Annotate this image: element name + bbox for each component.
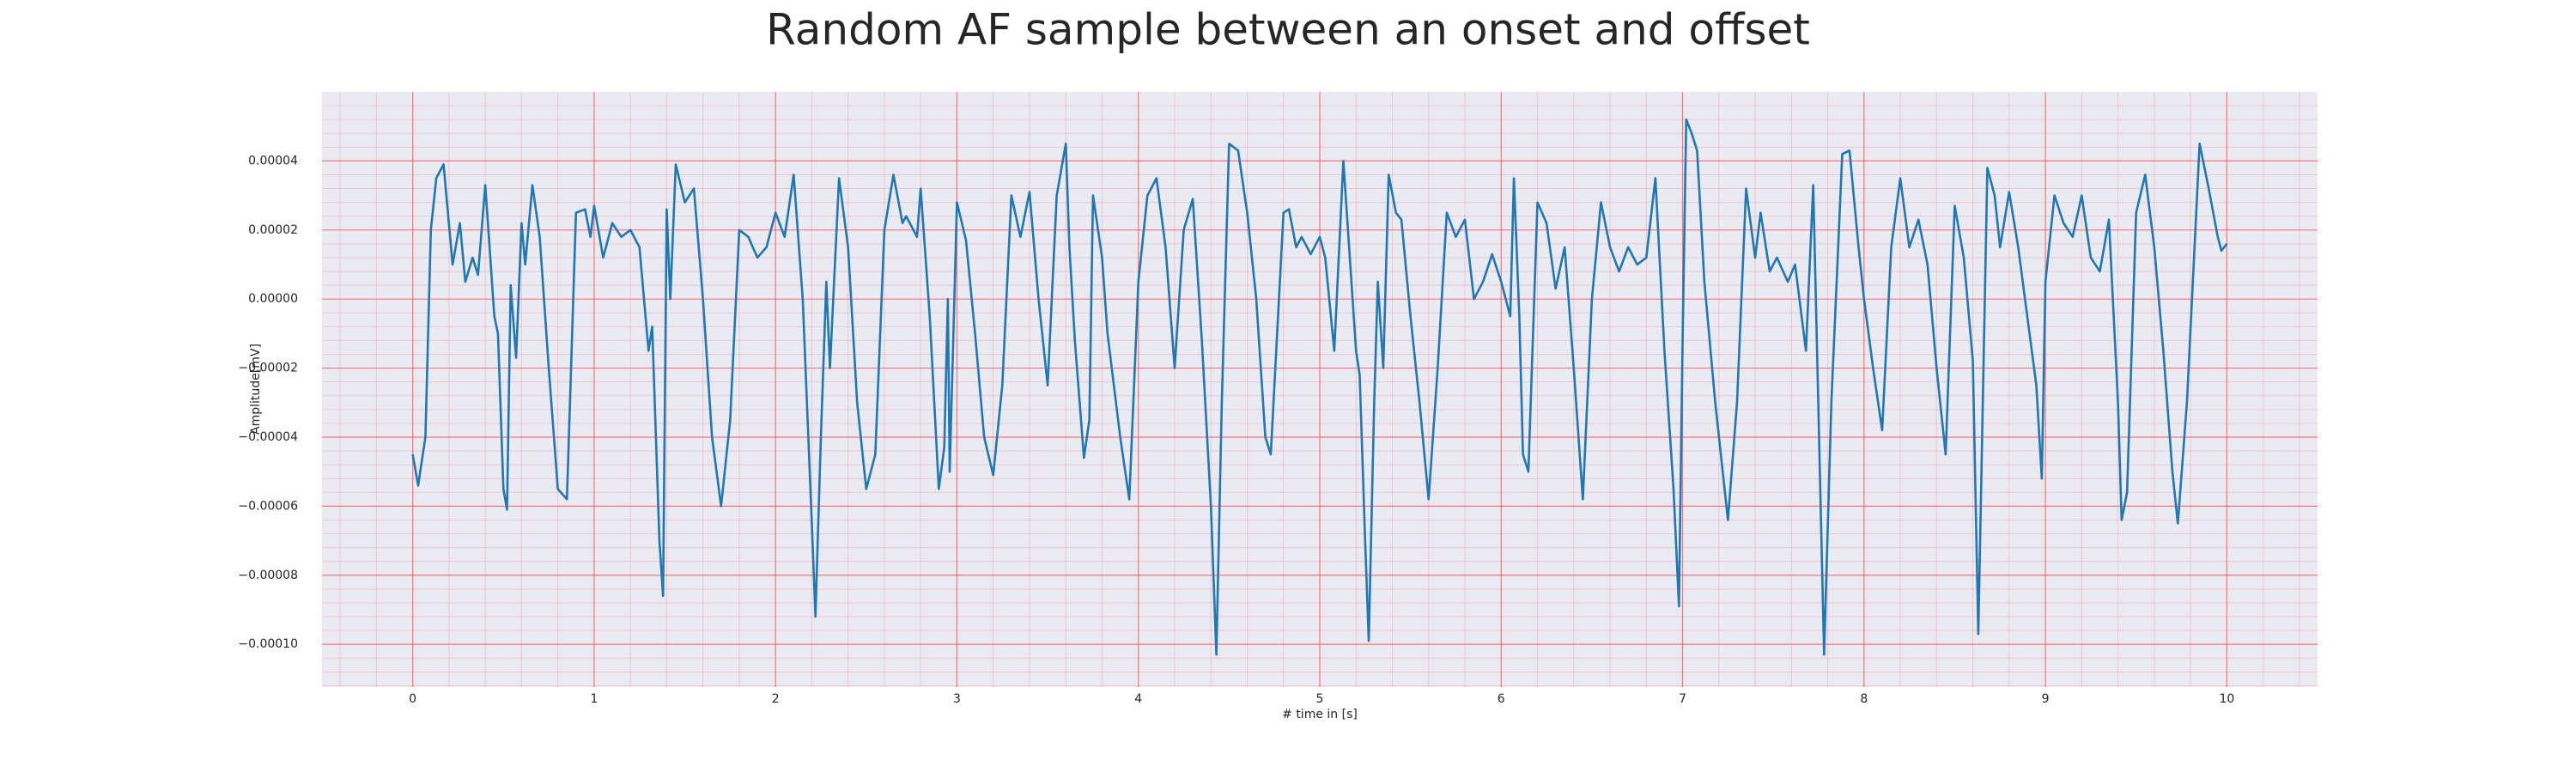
- y-tick-label: −0.00002: [238, 362, 298, 375]
- x-tick-label: 6: [1498, 692, 1505, 706]
- data-line: [411, 118, 2228, 656]
- x-tick-label: 3: [953, 692, 961, 706]
- x-tick-label: 1: [590, 692, 598, 706]
- y-tick-label: −0.00006: [238, 499, 298, 513]
- x-tick-label: 9: [2042, 692, 2050, 706]
- x-tick-label: 10: [2219, 692, 2234, 706]
- y-tick-label: 0.00002: [248, 223, 298, 237]
- y-axis-label: Amplitude[mV]: [249, 344, 263, 435]
- x-tick-label: 0: [409, 692, 416, 706]
- x-axis-label: # time in [s]: [1282, 708, 1358, 721]
- chart-title: Random AF sample between an onset and of…: [766, 5, 1810, 55]
- y-tick-label: −0.00010: [238, 637, 298, 651]
- x-tick-label: 4: [1134, 692, 1142, 706]
- y-tick-label: 0.00000: [248, 292, 298, 306]
- x-tick-label: 2: [772, 692, 780, 706]
- y-tick-label: 0.00004: [248, 154, 298, 167]
- y-tick-label: −0.00004: [238, 430, 298, 444]
- x-tick-label: 7: [1679, 692, 1686, 706]
- x-tick-label: 5: [1316, 692, 1324, 706]
- x-tick-label: 8: [1860, 692, 1868, 706]
- y-tick-label: −0.00008: [238, 569, 298, 582]
